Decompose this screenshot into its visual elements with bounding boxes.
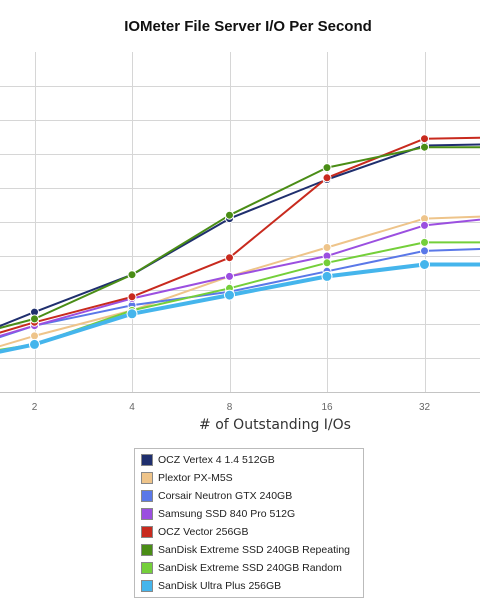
chart-grid — [0, 52, 480, 393]
series-point — [29, 338, 40, 350]
x-tick-label: 8 — [227, 402, 233, 413]
series-point — [420, 134, 429, 144]
series-point — [30, 331, 39, 341]
legend-swatch — [141, 544, 153, 556]
x-tick-label: 4 — [129, 402, 135, 413]
series-point — [126, 308, 138, 320]
series-lines — [0, 136, 480, 354]
series-point — [420, 220, 429, 230]
legend-item: OCZ Vertex 4 1.4 512GB — [141, 451, 363, 469]
series-point — [322, 163, 332, 173]
legend-label: SanDisk Extreme SSD 240GB Repeating — [158, 544, 351, 556]
series-point — [420, 237, 429, 247]
series-point — [419, 259, 430, 270]
series-point — [420, 142, 429, 152]
x-axis-ticks: 2 4 8 16 32 — [32, 402, 431, 413]
series-line — [0, 136, 480, 334]
legend-item: SanDisk Ultra Plus 256GB — [141, 577, 363, 595]
legend-label: SanDisk Ultra Plus 256GB — [158, 580, 282, 592]
legend-swatch — [141, 562, 153, 574]
series-point — [322, 173, 332, 183]
x-axis-label: # of Outstanding I/Os — [199, 417, 351, 433]
series-point — [225, 253, 234, 263]
legend-swatch — [141, 454, 153, 466]
series-line — [0, 143, 480, 328]
chart-title: IOMeter File Server I/O Per Second — [124, 18, 372, 35]
x-tick-label: 2 — [32, 402, 38, 413]
legend-swatch — [141, 508, 153, 520]
chart-legend: OCZ Vertex 4 1.4 512GB Plextor PX-M5S Cors… — [134, 448, 364, 598]
series-point — [127, 292, 137, 302]
legend-swatch — [141, 526, 153, 538]
legend-item: Corsair Neutron GTX 240GB — [141, 487, 363, 505]
legend-label: Corsair Neutron GTX 240GB — [158, 490, 293, 502]
series-point — [322, 258, 332, 268]
series-markers — [29, 134, 430, 350]
legend-item: OCZ Vector 256GB — [141, 523, 363, 541]
legend-item: SanDisk Extreme SSD 240GB Repeating — [141, 541, 363, 559]
series-point — [127, 270, 137, 280]
legend-label: OCZ Vertex 4 1.4 512GB — [158, 454, 275, 466]
legend-item: Samsung SSD 840 Pro 512G — [141, 505, 363, 523]
series-point — [420, 246, 429, 256]
series-point — [225, 210, 234, 220]
x-tick-label: 32 — [419, 402, 431, 413]
legend-label: Plextor PX-M5S — [158, 472, 233, 484]
legend-swatch — [141, 580, 153, 592]
legend-swatch — [141, 490, 153, 502]
legend-label: SanDisk Extreme SSD 240GB Random — [158, 562, 342, 574]
legend-item: SanDisk Extreme SSD 240GB Random — [141, 559, 363, 577]
series-point — [225, 271, 234, 281]
legend-label: Samsung SSD 840 Pro 512G — [158, 508, 296, 520]
series-point — [321, 270, 333, 282]
legend-item: Plextor PX-M5S — [141, 469, 363, 487]
legend-swatch — [141, 472, 153, 484]
line-chart: 2 4 8 16 32 — [0, 52, 480, 413]
x-tick-label: 16 — [321, 402, 333, 413]
legend-label: OCZ Vector 256GB — [158, 526, 249, 538]
series-point — [30, 314, 39, 324]
series-point — [322, 243, 332, 252]
series-point — [224, 289, 235, 301]
